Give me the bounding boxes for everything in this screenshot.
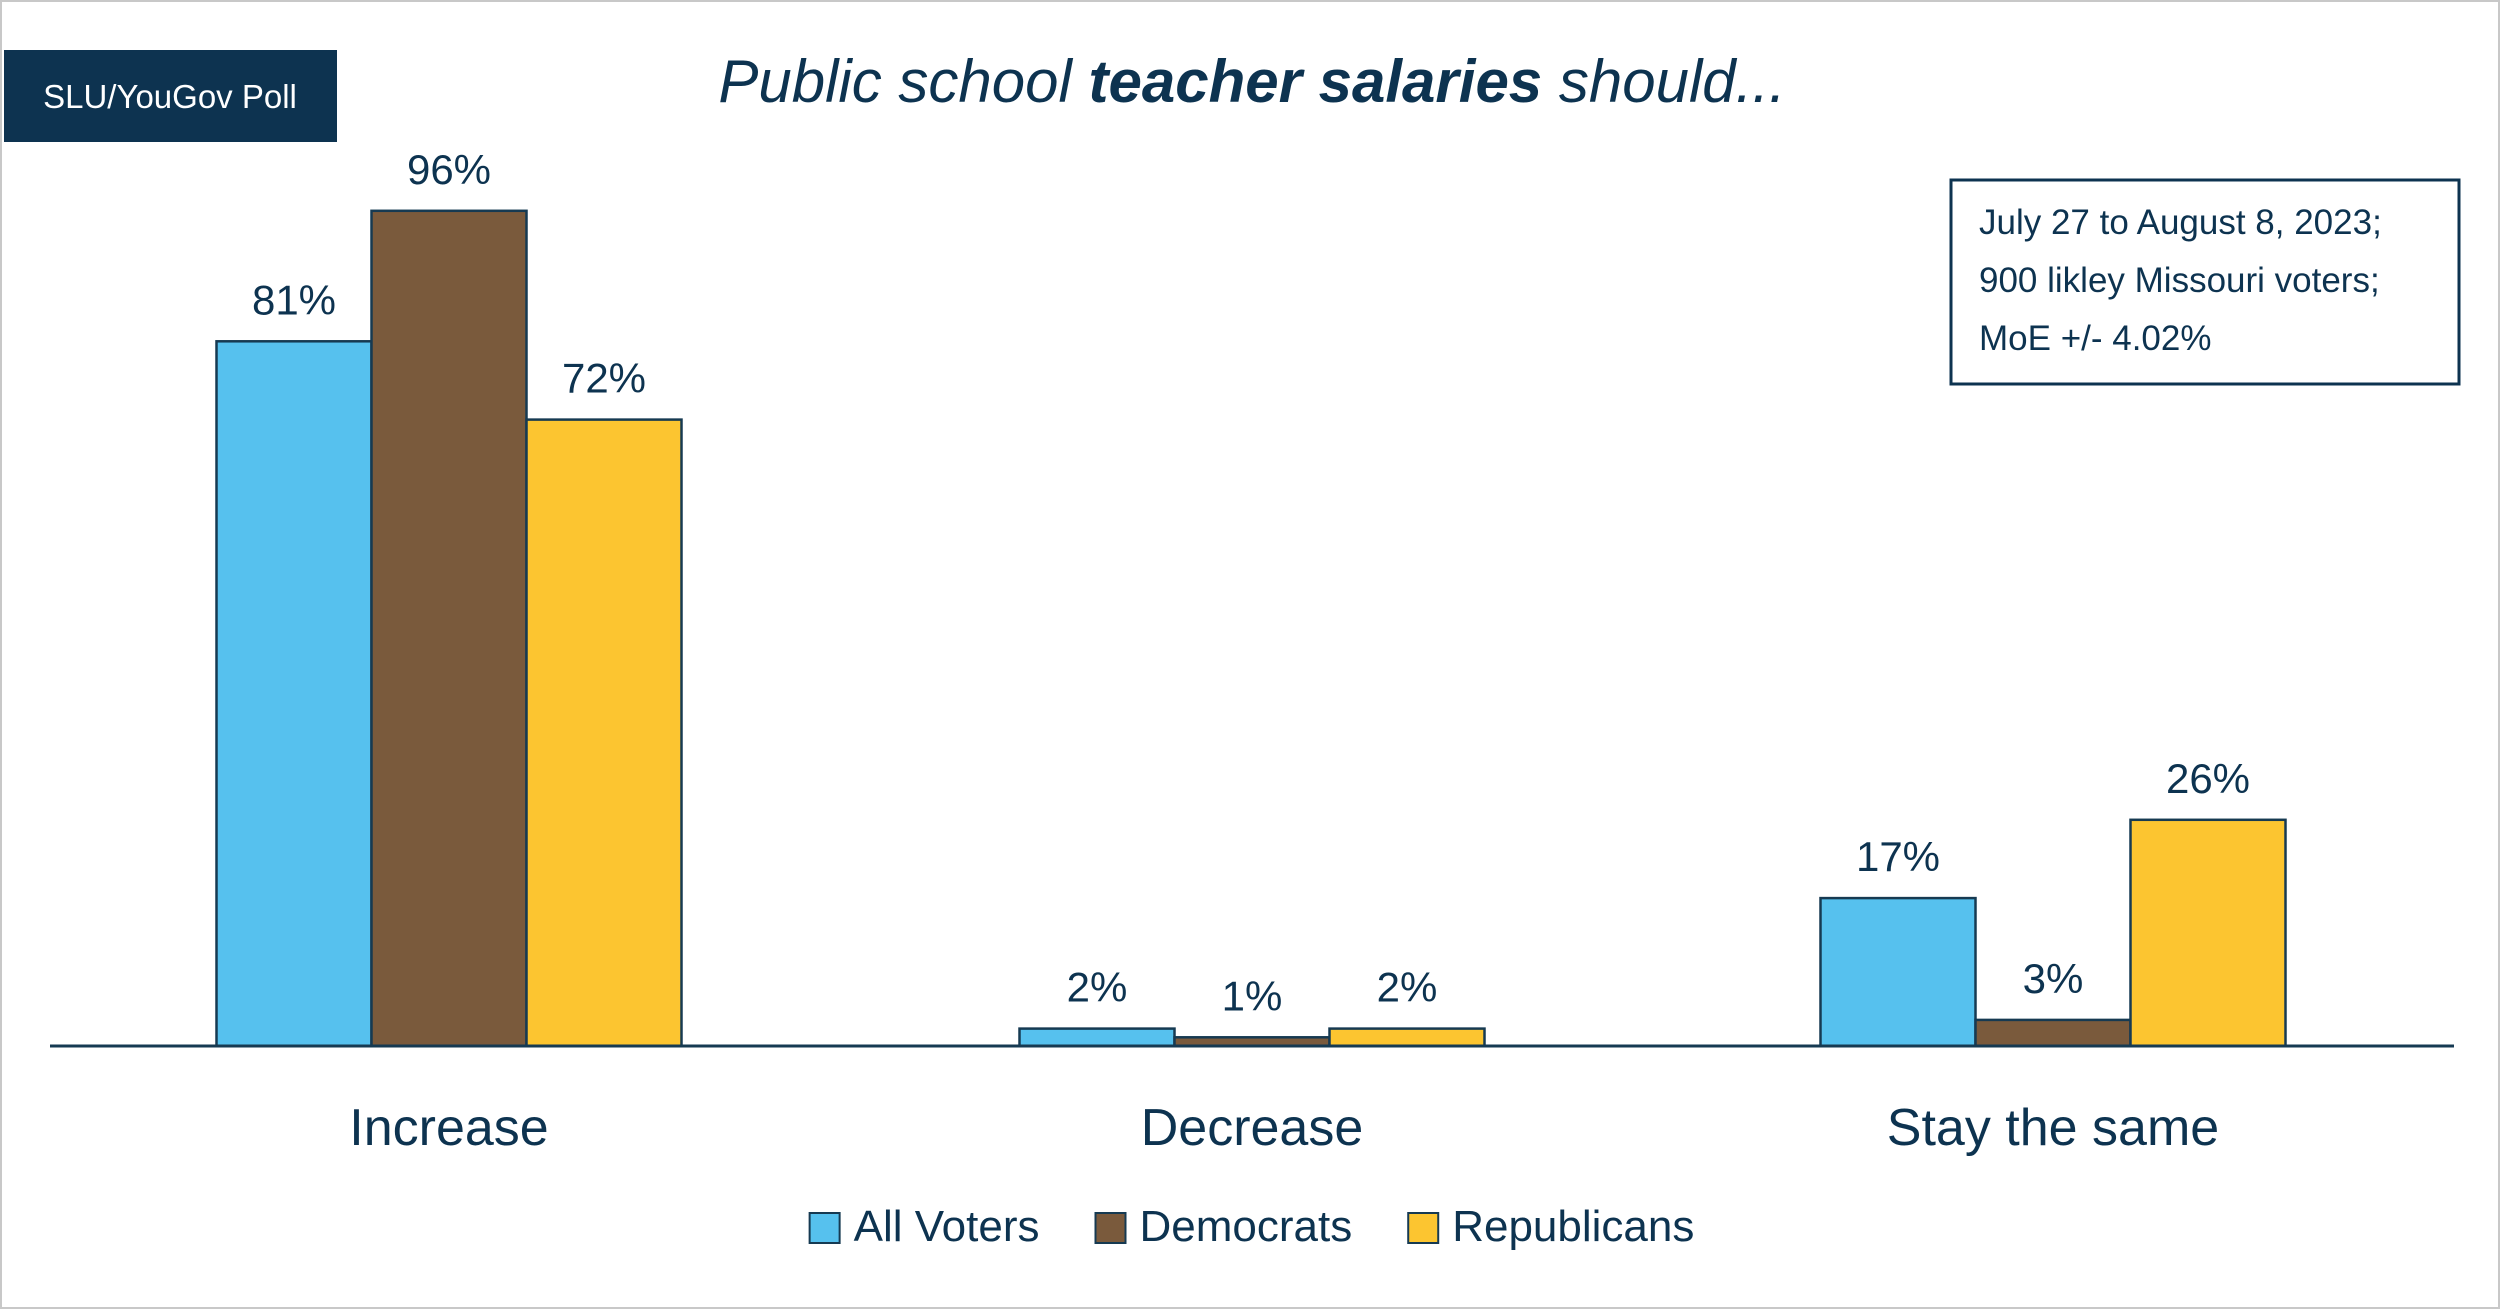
- bar-increase-democrats: [372, 211, 527, 1046]
- category-labels-layer: Increase Decrease Stay the same: [349, 1099, 2219, 1157]
- legend-swatch-all-voters: [810, 1213, 840, 1243]
- value-label-decrease-republicans: 2%: [1377, 964, 1438, 1011]
- value-label-stay-the-same-democrats: 3%: [2023, 955, 2084, 1002]
- legend-item-democrats: Democrats: [1096, 1202, 1353, 1251]
- bar-decrease-all-voters: [1020, 1029, 1175, 1046]
- category-label-stay-the-same: Stay the same: [1887, 1099, 2219, 1157]
- chart-title: Public school teacher salaries should...: [718, 48, 1785, 115]
- value-label-increase-all-voters: 81%: [252, 276, 336, 323]
- chart-title-emphasis: teacher salaries: [1089, 48, 1543, 115]
- bar-increase-republicans: [527, 420, 682, 1046]
- bar-stay-the-same-republicans: [2131, 820, 2286, 1046]
- value-label-decrease-all-voters: 2%: [1067, 964, 1128, 1011]
- value-label-decrease-democrats: 1%: [1222, 972, 1283, 1019]
- value-label-stay-the-same-all-voters: 17%: [1856, 833, 1940, 880]
- legend-item-all-voters: All Voters: [810, 1202, 1040, 1251]
- chart-title-part1: Public school: [718, 48, 1088, 115]
- value-label-increase-republicans: 72%: [562, 355, 646, 402]
- category-label-increase: Increase: [349, 1099, 548, 1157]
- legend: All Voters Democrats Republicans: [810, 1202, 1695, 1251]
- value-label-increase-democrats: 96%: [407, 146, 491, 193]
- bar-increase-all-voters: [217, 341, 372, 1046]
- poll-badge-label: SLU/YouGov Poll: [43, 78, 297, 115]
- legend-label-republicans: Republicans: [1452, 1202, 1694, 1251]
- legend-swatch-democrats: [1096, 1213, 1126, 1243]
- legend-swatch-republicans: [1408, 1213, 1438, 1243]
- methodology-line-moe: MoE +/- 4.02%: [1979, 319, 2211, 358]
- methodology-line-dates: July 27 to August 8, 2023;: [1979, 203, 2382, 242]
- legend-item-republicans: Republicans: [1408, 1202, 1694, 1251]
- value-label-stay-the-same-republicans: 26%: [2166, 755, 2250, 802]
- legend-label-democrats: Democrats: [1140, 1202, 1353, 1251]
- bar-stay-the-same-all-voters: [1821, 898, 1976, 1046]
- methodology-line-sample: 900 likley Missouri voters;: [1979, 261, 2380, 300]
- bar-stay-the-same-democrats: [1976, 1020, 2131, 1046]
- category-label-decrease: Decrease: [1141, 1099, 1364, 1157]
- bar-decrease-republicans: [1330, 1029, 1485, 1046]
- legend-label-all-voters: All Voters: [854, 1202, 1040, 1251]
- chart-title-part3: should...: [1542, 48, 1786, 115]
